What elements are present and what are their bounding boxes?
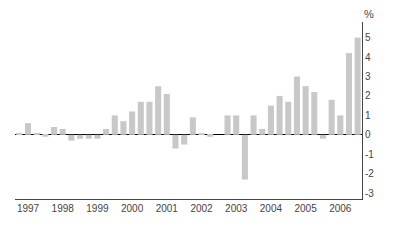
svg-text:1999: 1999 (86, 203, 109, 214)
svg-text:2006: 2006 (329, 203, 352, 214)
svg-text:2000: 2000 (121, 203, 144, 214)
svg-text:1997: 1997 (17, 203, 40, 214)
svg-text:2003: 2003 (225, 203, 248, 214)
svg-text:1998: 1998 (52, 203, 75, 214)
svg-text:-2: -2 (365, 168, 374, 179)
svg-text:2002: 2002 (190, 203, 213, 214)
svg-text:2004: 2004 (260, 203, 283, 214)
svg-text:3: 3 (365, 71, 371, 82)
svg-text:2: 2 (365, 90, 371, 101)
svg-text:5: 5 (365, 32, 371, 43)
svg-text:1: 1 (365, 110, 371, 121)
svg-text:%: % (364, 8, 374, 20)
svg-text:4: 4 (365, 52, 371, 63)
svg-text:2001: 2001 (156, 203, 179, 214)
svg-text:0: 0 (365, 129, 371, 140)
svg-text:2005: 2005 (294, 203, 317, 214)
svg-text:-3: -3 (365, 188, 374, 199)
svg-text:-1: -1 (365, 149, 374, 160)
